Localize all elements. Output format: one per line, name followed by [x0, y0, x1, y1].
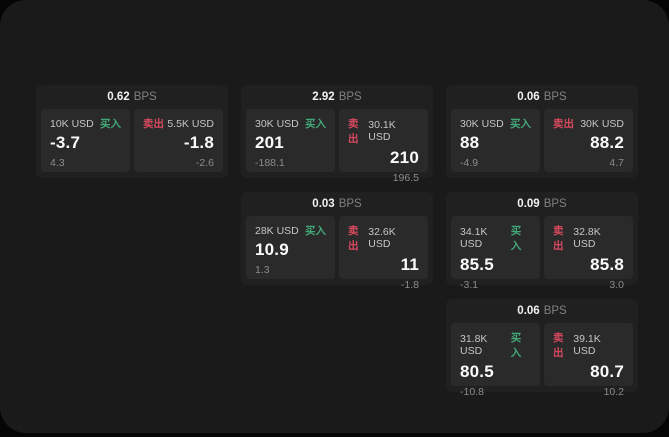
sell-sub-value: -2.6 — [195, 157, 214, 169]
buy-side-label: 买入 — [510, 225, 522, 252]
buy-panel[interactable]: 10K USD 买入 -3.7 4.3 — [41, 109, 130, 172]
sell-side-label: 卖出 — [348, 225, 359, 252]
bps-value: 0.09 — [517, 198, 540, 210]
bps-header: 0.09 BPS — [446, 192, 638, 216]
buy-price: 80.5 — [460, 362, 494, 381]
buy-side-label: 买入 — [305, 118, 326, 130]
buy-amount: 30K USD — [460, 117, 504, 130]
buy-amount: 30K USD — [255, 117, 299, 130]
buy-side-label: 买入 — [305, 225, 326, 237]
sell-amount: 30.1K USD — [368, 119, 396, 143]
quote-panels: 28K USD 买入 10.9 1.3 卖出 32.6K USD 11 -1.8 — [241, 216, 433, 291]
sell-price: 85.8 — [590, 255, 624, 274]
sell-panel[interactable]: 卖出 5.5K USD -1.8 -2.6 — [134, 109, 223, 172]
buy-panel[interactable]: 34.1K USD 买入 85.5 -3.1 — [451, 216, 540, 291]
quote-panels: 10K USD 买入 -3.7 4.3 卖出 5.5K USD -1.8 -2.… — [36, 109, 228, 172]
sell-panel[interactable]: 卖出 30.1K USD 210 196.5 — [339, 109, 428, 184]
buy-sub-value: -10.8 — [460, 386, 484, 398]
sell-side-label: 卖出 — [143, 118, 164, 130]
buy-side-label: 买入 — [510, 118, 531, 130]
sell-side-label: 卖出 — [553, 118, 574, 130]
sell-sub-value: 196.5 — [392, 172, 419, 184]
bps-value: 0.06 — [517, 305, 540, 317]
quote-card-1: 0.62 BPS 10K USD 买入 -3.7 4.3 卖出 5.5K USD … — [36, 85, 228, 178]
sell-sub-value: 10.2 — [603, 386, 624, 398]
bps-value: 0.06 — [517, 91, 540, 103]
buy-sub-value: -3.1 — [460, 279, 479, 291]
sell-amount: 32.8K USD — [573, 226, 601, 250]
buy-side-label: 买入 — [510, 332, 522, 359]
quote-card-6: 0.06 BPS 31.8K USD 买入 80.5 -10.8 卖出 39.1K… — [446, 299, 638, 398]
buy-price: 85.5 — [460, 255, 494, 274]
buy-sub-value: 1.3 — [255, 264, 270, 276]
buy-amount: 31.8K USD — [460, 333, 488, 357]
sell-price: 80.7 — [590, 362, 624, 381]
bps-header: 0.06 BPS — [446, 299, 638, 323]
sell-sub-value: 4.7 — [609, 157, 624, 169]
quote-card-5: 0.09 BPS 34.1K USD 买入 85.5 -3.1 卖出 32.8K … — [446, 192, 638, 291]
sell-side-label: 卖出 — [553, 332, 564, 359]
buy-panel[interactable]: 30K USD 买入 88 -4.9 — [451, 109, 540, 172]
bps-unit-label: BPS — [338, 198, 362, 210]
sell-price: -1.8 — [183, 133, 214, 152]
buy-price: 10.9 — [255, 240, 289, 259]
buy-panel[interactable]: 31.8K USD 买入 80.5 -10.8 — [451, 323, 540, 398]
quote-card-2: 2.92 BPS 30K USD 买入 201 -188.1 卖出 30.1K U… — [241, 85, 433, 184]
sell-price: 88.2 — [590, 133, 624, 152]
bps-header: 0.62 BPS — [36, 85, 228, 109]
sell-sub-value: 3.0 — [609, 279, 624, 291]
sell-panel[interactable]: 卖出 32.6K USD 11 -1.8 — [339, 216, 428, 291]
sell-side-label: 卖出 — [348, 118, 359, 145]
buy-sub-value: -4.9 — [460, 157, 479, 169]
buy-amount: 34.1K USD — [460, 226, 488, 250]
bps-value: 0.03 — [312, 198, 335, 210]
sell-panel[interactable]: 卖出 30K USD 88.2 4.7 — [544, 109, 633, 172]
sell-panel[interactable]: 卖出 39.1K USD 80.7 10.2 — [544, 323, 633, 398]
bps-header: 0.03 BPS — [241, 192, 433, 216]
sell-side-label: 卖出 — [553, 225, 564, 252]
quote-panels: 30K USD 买入 88 -4.9 卖出 30K USD 88.2 4.7 — [446, 109, 638, 172]
sell-amount: 32.6K USD — [368, 226, 396, 250]
buy-price: -3.7 — [50, 133, 81, 152]
bps-value: 0.62 — [107, 91, 130, 103]
quote-panels: 31.8K USD 买入 80.5 -10.8 卖出 39.1K USD 80.… — [446, 323, 638, 398]
buy-amount: 28K USD — [255, 224, 299, 237]
buy-price: 88 — [460, 133, 480, 152]
bps-unit-label: BPS — [543, 305, 567, 317]
buy-panel[interactable]: 28K USD 买入 10.9 1.3 — [246, 216, 335, 279]
bps-unit-label: BPS — [338, 91, 362, 103]
buy-side-label: 买入 — [100, 118, 121, 130]
sell-sub-value: -1.8 — [400, 279, 419, 291]
bps-header: 2.92 BPS — [241, 85, 433, 109]
quote-panels: 34.1K USD 买入 85.5 -3.1 卖出 32.8K USD 85.8… — [446, 216, 638, 291]
quote-card-4: 0.03 BPS 28K USD 买入 10.9 1.3 卖出 32.6K USD… — [241, 192, 433, 291]
sell-amount: 39.1K USD — [573, 333, 601, 357]
bps-value: 2.92 — [312, 91, 335, 103]
buy-sub-value: -188.1 — [255, 157, 285, 169]
bps-unit-label: BPS — [133, 91, 157, 103]
buy-price: 201 — [255, 133, 284, 152]
buy-amount: 10K USD — [50, 117, 94, 130]
bps-unit-label: BPS — [543, 91, 567, 103]
sell-price: 11 — [400, 255, 419, 274]
sell-amount: 5.5K USD — [167, 117, 214, 130]
sell-panel[interactable]: 卖出 32.8K USD 85.8 3.0 — [544, 216, 633, 291]
buy-panel[interactable]: 30K USD 买入 201 -188.1 — [246, 109, 335, 172]
sell-price: 210 — [390, 148, 419, 167]
bps-unit-label: BPS — [543, 198, 567, 210]
buy-sub-value: 4.3 — [50, 157, 65, 169]
sell-amount: 30K USD — [580, 117, 624, 130]
bps-header: 0.06 BPS — [446, 85, 638, 109]
quote-card-3: 0.06 BPS 30K USD 买入 88 -4.9 卖出 30K USD 88… — [446, 85, 638, 178]
quote-panels: 30K USD 买入 201 -188.1 卖出 30.1K USD 210 1… — [241, 109, 433, 184]
